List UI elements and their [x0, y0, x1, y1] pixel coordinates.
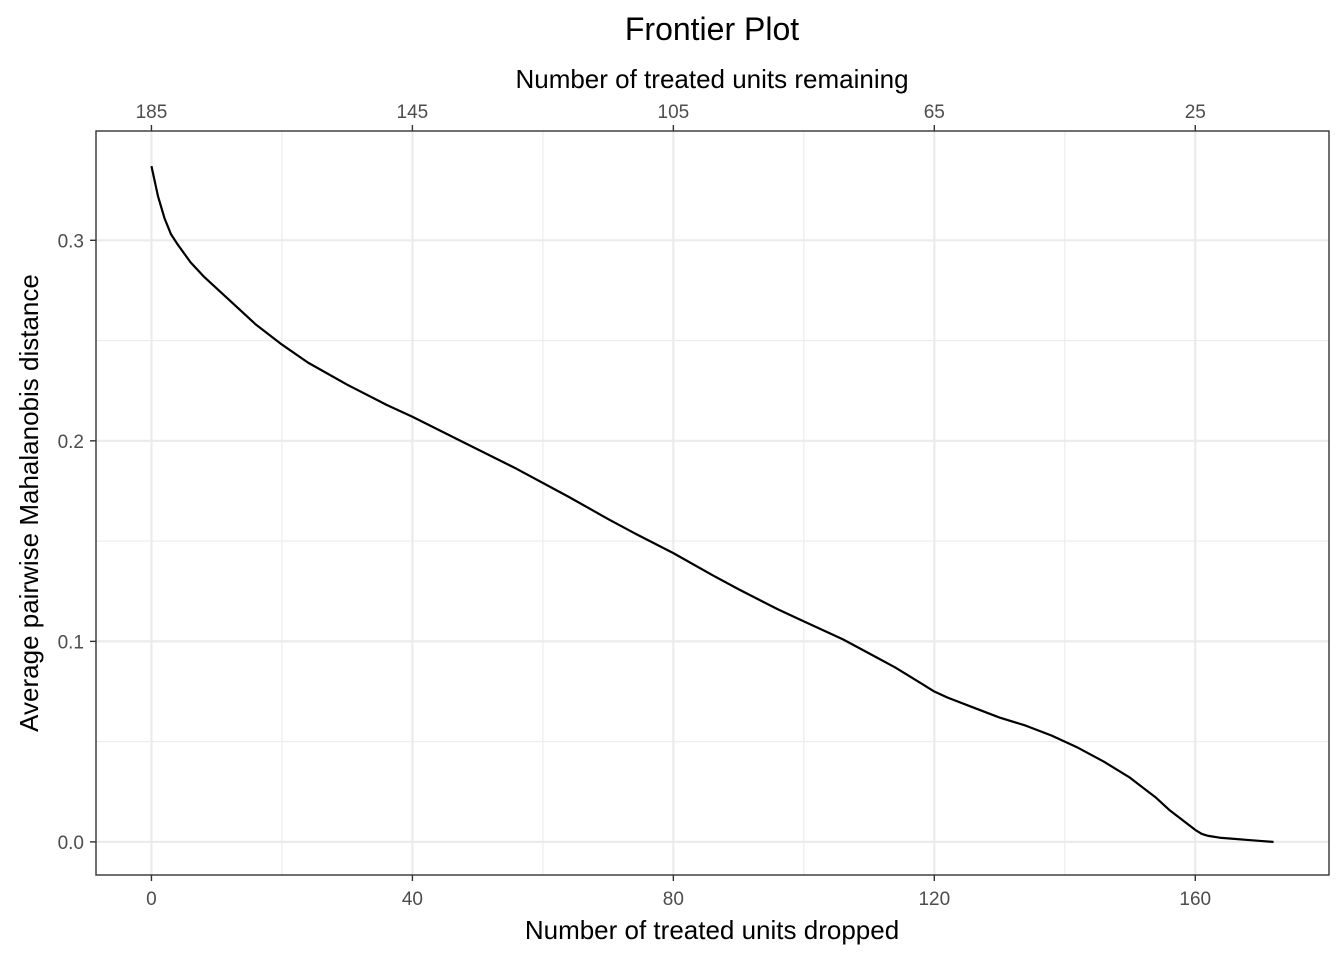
frontier-series-line: [150, 165, 1274, 844]
y-axis-ticks: 0.0 0.1 0.2 0.3: [58, 231, 96, 854]
x2-axis-title: Number of treated units remaining: [515, 64, 908, 94]
x2-tick-label: 105: [658, 102, 690, 123]
x2-tick-label: 25: [1185, 102, 1206, 123]
x-tick-label: 0: [146, 889, 157, 910]
x-tick-label: 40: [402, 889, 423, 910]
y-axis-title: Average pairwise Mahalanobis distance: [14, 274, 44, 732]
x2-tick-label: 145: [397, 102, 429, 123]
minor-gridlines: [96, 131, 1329, 875]
y-tick-label: 0.3: [58, 231, 84, 252]
x-tick-label: 80: [663, 889, 684, 910]
y-tick-label: 0.2: [58, 432, 84, 453]
x2-tick-label: 185: [136, 102, 168, 123]
y-tick-label: 0.1: [58, 632, 84, 653]
x-tick-label: 160: [1179, 889, 1211, 910]
x-tick-label: 120: [918, 889, 950, 910]
major-gridlines: [96, 131, 1329, 875]
x2-tick-label: 65: [924, 102, 945, 123]
x-axis-ticks: 0 40 80 120 160: [146, 875, 1211, 910]
x-axis-title: Number of treated units dropped: [525, 915, 899, 945]
x2-axis-ticks: 185 145 105 65 25: [136, 102, 1206, 131]
y-tick-label: 0.0: [58, 833, 84, 854]
chart-title: Frontier Plot: [625, 11, 799, 47]
panel-border: [95, 130, 1330, 876]
series-layer: [150, 165, 1274, 844]
